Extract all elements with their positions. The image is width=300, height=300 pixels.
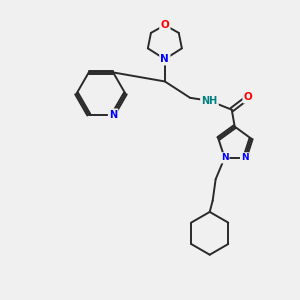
Text: O: O xyxy=(160,20,169,30)
Text: O: O xyxy=(244,92,253,102)
Text: N: N xyxy=(160,54,169,64)
Text: N: N xyxy=(109,110,117,120)
Text: NH: NH xyxy=(201,96,218,106)
Text: N: N xyxy=(241,153,249,162)
Text: N: N xyxy=(221,153,228,162)
